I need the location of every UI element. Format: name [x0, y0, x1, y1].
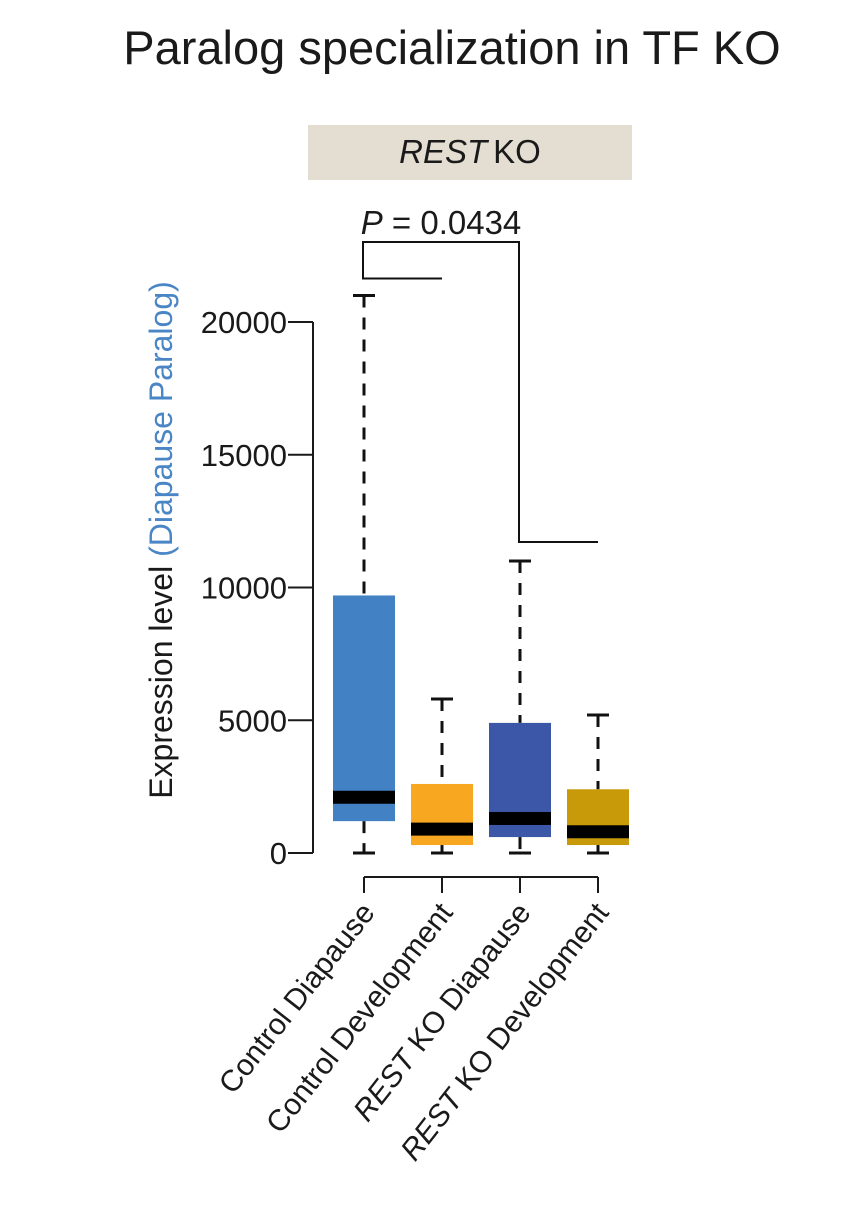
p-value-number: = 0.0434	[383, 204, 522, 241]
panel-header-gene: REST	[399, 133, 490, 170]
median-line	[489, 811, 551, 825]
significance-bracket: P = 0.0434	[361, 204, 598, 543]
y-axis-label: Expression level (Diapause Paralog)	[143, 281, 179, 799]
median-line	[567, 825, 629, 839]
box-2	[411, 697, 473, 855]
y-axis-label-colored: (Diapause Paralog)	[143, 281, 179, 557]
y-axis-label-main: Expression level	[143, 557, 179, 799]
panel-header-suffix: KO	[493, 133, 541, 170]
panel-header-label: REST KO	[399, 133, 541, 170]
panel-header: REST KO	[308, 125, 632, 180]
box-3	[489, 559, 551, 855]
panel-header-background	[308, 125, 632, 180]
box-body	[411, 783, 473, 846]
y-tick-label: 10000	[201, 571, 287, 606]
p-value-label: P = 0.0434	[361, 204, 522, 241]
y-axis: 0 5000 10000 15000 20000	[201, 305, 314, 871]
chart-title: Paralog specialization in TF KO	[123, 21, 780, 74]
y-tick-label: 20000	[201, 305, 287, 340]
p-value-symbol: P	[361, 204, 383, 241]
y-tick-label: 0	[270, 836, 287, 871]
median-line	[333, 790, 395, 804]
y-tick-label: 15000	[201, 438, 287, 473]
box-1	[333, 293, 395, 855]
box-body	[333, 595, 395, 822]
bracket-connector	[362, 241, 520, 542]
box-4	[567, 713, 629, 855]
median-line	[411, 822, 473, 836]
boxes	[333, 293, 629, 855]
y-tick-label: 5000	[218, 703, 287, 738]
